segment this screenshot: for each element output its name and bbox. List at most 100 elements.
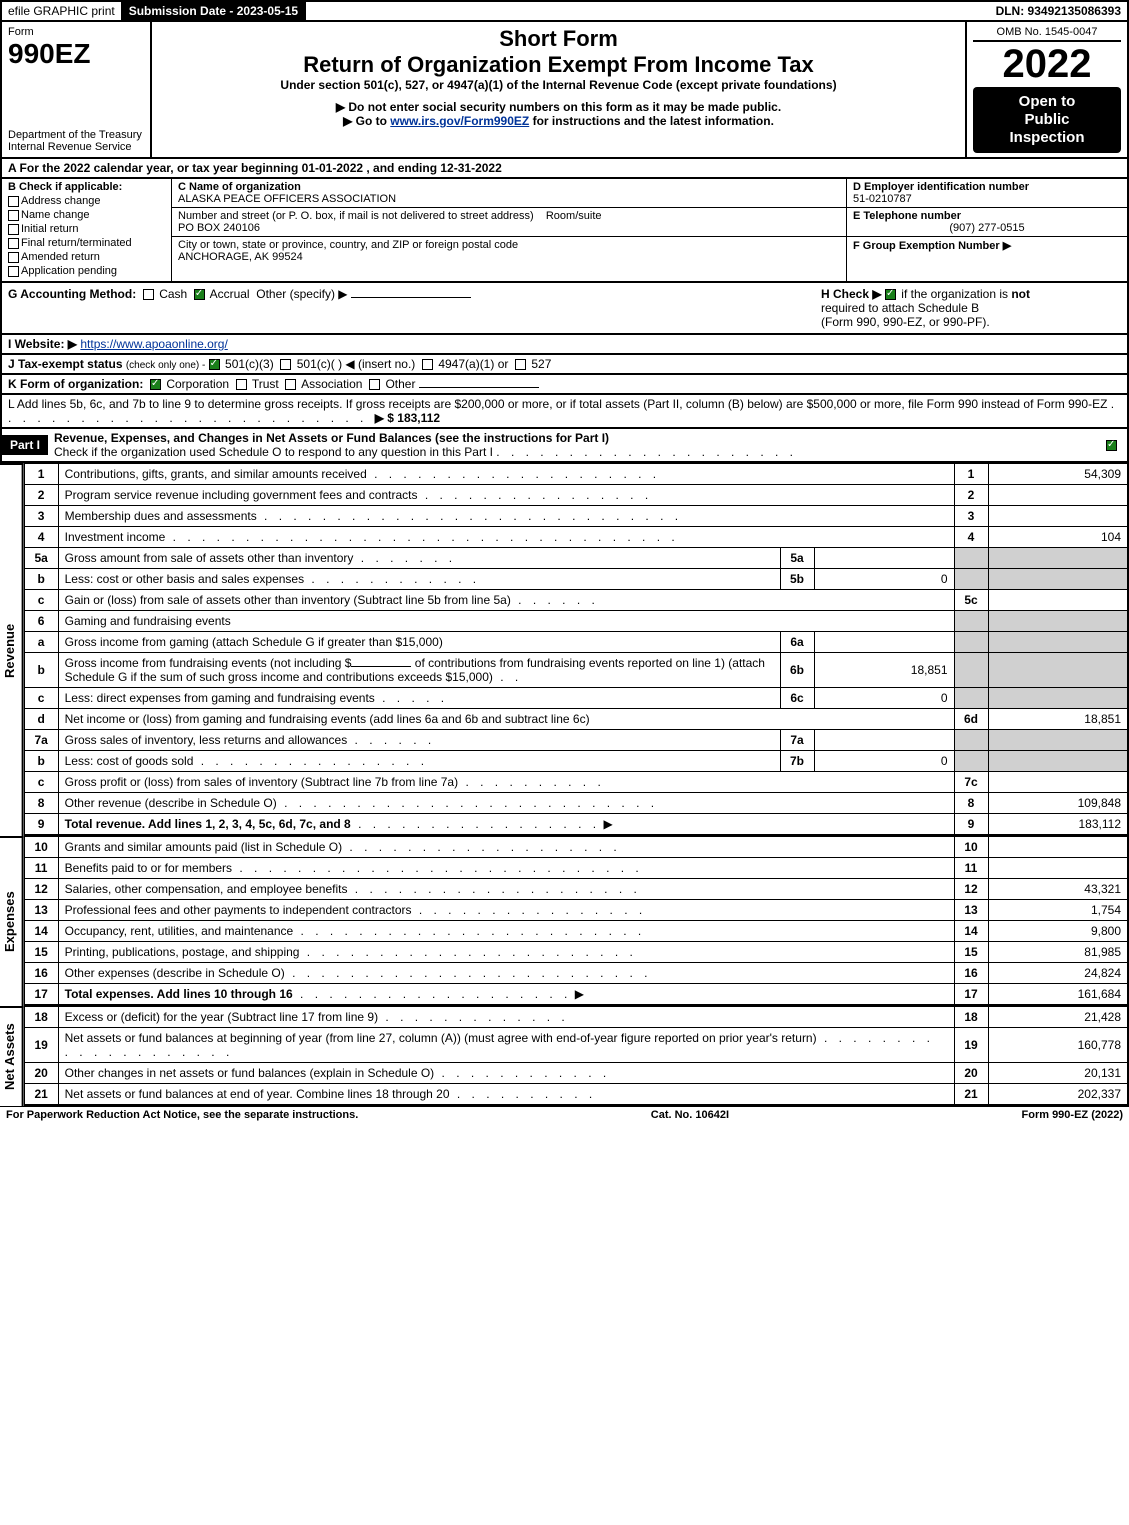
- part-1-title: Revenue, Expenses, and Changes in Net As…: [48, 429, 1098, 461]
- efile-label: efile GRAPHIC print: [2, 2, 123, 20]
- net-assets-side-label: Net Assets: [0, 1006, 24, 1106]
- row-j-tax-exempt: J Tax-exempt status (check only one) - 5…: [0, 355, 1129, 375]
- footer-left: For Paperwork Reduction Act Notice, see …: [6, 1109, 358, 1121]
- title-center: Short Form Return of Organization Exempt…: [152, 22, 967, 157]
- check-schedule-o[interactable]: [1106, 440, 1117, 451]
- page-footer: For Paperwork Reduction Act Notice, see …: [0, 1106, 1129, 1123]
- line-5a: 5a Gross amount from sale of assets othe…: [24, 548, 1128, 569]
- group-exemption-cell: F Group Exemption Number ▶: [847, 237, 1127, 254]
- tax-year: 2022: [973, 42, 1121, 87]
- open2: Public: [1024, 111, 1069, 128]
- i-label: I Website: ▶: [8, 337, 77, 351]
- main-title: Return of Organization Exempt From Incom…: [158, 52, 959, 78]
- form-word: Form: [8, 26, 144, 38]
- check-501c3[interactable]: [209, 359, 220, 370]
- line-6c: c Less: direct expenses from gaming and …: [24, 688, 1128, 709]
- irs-link[interactable]: www.irs.gov/Form990EZ: [390, 114, 529, 128]
- dept1: Department of the Treasury: [8, 129, 142, 141]
- line-18: 18 Excess or (deficit) for the year (Sub…: [24, 1007, 1128, 1028]
- line-7b: b Less: cost of goods sold . . . . . . .…: [24, 751, 1128, 772]
- l-amount: ▶ $ 183,112: [375, 411, 440, 425]
- org-name: ALASKA PEACE OFFICERS ASSOCIATION: [178, 193, 396, 205]
- expenses-side-label: Expenses: [0, 836, 24, 1006]
- line-5c: c Gain or (loss) from sale of assets oth…: [24, 590, 1128, 611]
- phone: (907) 277-0515: [853, 222, 1121, 234]
- open1: Open to: [1019, 93, 1076, 110]
- subtitle: Under section 501(c), 527, or 4947(a)(1)…: [158, 78, 959, 92]
- check-501c[interactable]: [280, 359, 291, 370]
- check-initial-return[interactable]: Initial return: [8, 223, 165, 235]
- d-label: D Employer identification number: [853, 181, 1029, 193]
- dept-treasury: Department of the Treasury Internal Reve…: [8, 129, 144, 153]
- check-trust[interactable]: [236, 379, 247, 390]
- line-7a: 7a Gross sales of inventory, less return…: [24, 730, 1128, 751]
- instruction-1: ▶ Do not enter social security numbers o…: [158, 100, 959, 114]
- instr2-post: for instructions and the latest informat…: [529, 114, 774, 128]
- open3: Inspection: [1009, 129, 1084, 146]
- line-1: 1 Contributions, gifts, grants, and simi…: [24, 464, 1128, 485]
- line-8: 8 Other revenue (describe in Schedule O)…: [24, 793, 1128, 814]
- l-text: L Add lines 5b, 6c, and 7b to line 9 to …: [8, 397, 1107, 411]
- footer-right: Form 990-EZ (2022): [1022, 1109, 1124, 1121]
- line-7c: c Gross profit or (loss) from sales of i…: [24, 772, 1128, 793]
- instr2-pre: ▶ Go to: [343, 114, 390, 128]
- short-form-title: Short Form: [158, 26, 959, 52]
- contrib-amount-input[interactable]: [351, 666, 411, 667]
- dln-label: DLN: 93492135086393: [990, 2, 1127, 20]
- c-label: C Name of organization: [178, 181, 301, 193]
- check-accrual[interactable]: [194, 289, 205, 300]
- line-6: 6 Gaming and fundraising events: [24, 611, 1128, 632]
- h-label: H Check ▶: [821, 287, 882, 301]
- org-column: C Name of organization ALASKA PEACE OFFI…: [172, 179, 847, 281]
- form-number: 990EZ: [8, 38, 144, 70]
- line-19: 19 Net assets or fund balances at beginn…: [24, 1028, 1128, 1063]
- line-15: 15 Printing, publications, postage, and …: [24, 942, 1128, 963]
- arrow-icon: ▶: [575, 987, 584, 1001]
- ein-cell: D Employer identification number 51-0210…: [847, 179, 1127, 208]
- check-application-pending[interactable]: Application pending: [8, 265, 165, 277]
- line-2: 2 Program service revenue including gove…: [24, 485, 1128, 506]
- net-assets-table: 18 Excess or (deficit) for the year (Sub…: [24, 1006, 1129, 1106]
- check-cash[interactable]: [143, 289, 154, 300]
- check-527[interactable]: [515, 359, 526, 370]
- revenue-section: Revenue 1 Contributions, gifts, grants, …: [0, 463, 1129, 836]
- row-g-h: G Accounting Method: Cash Accrual Other …: [0, 283, 1129, 335]
- other-specify-input[interactable]: [351, 297, 471, 298]
- form-id-column: Form 990EZ Department of the Treasury In…: [2, 22, 152, 157]
- j-label: J Tax-exempt status: [8, 357, 123, 371]
- check-address-change[interactable]: Address change: [8, 195, 165, 207]
- omb-number: OMB No. 1545-0047: [973, 26, 1121, 42]
- check-corporation[interactable]: [150, 379, 161, 390]
- open-to-public-badge: Open to Public Inspection: [973, 87, 1121, 153]
- org-street-cell: Number and street (or P. O. box, if mail…: [172, 208, 846, 237]
- line-20: 20 Other changes in net assets or fund b…: [24, 1063, 1128, 1084]
- header-bar: efile GRAPHIC print Submission Date - 20…: [0, 0, 1129, 22]
- right-info-column: D Employer identification number 51-0210…: [847, 179, 1127, 281]
- phone-cell: E Telephone number (907) 277-0515: [847, 208, 1127, 237]
- website-link[interactable]: https://www.apoaonline.org/: [80, 337, 227, 351]
- line-14: 14 Occupancy, rent, utilities, and maint…: [24, 921, 1128, 942]
- line-9: 9 Total revenue. Add lines 1, 2, 3, 4, 5…: [24, 814, 1128, 836]
- line-3: 3 Membership dues and assessments . . . …: [24, 506, 1128, 527]
- e-label: E Telephone number: [853, 210, 961, 222]
- accounting-method: G Accounting Method: Cash Accrual Other …: [8, 287, 821, 329]
- check-association[interactable]: [285, 379, 296, 390]
- footer-center: Cat. No. 10642I: [651, 1109, 729, 1121]
- other-org-input[interactable]: [419, 387, 539, 388]
- k-label: K Form of organization:: [8, 377, 143, 391]
- expenses-table: 10 Grants and similar amounts paid (list…: [24, 836, 1129, 1006]
- check-4947[interactable]: [422, 359, 433, 370]
- line-6d: d Net income or (loss) from gaming and f…: [24, 709, 1128, 730]
- arrow-icon: ▶: [603, 817, 612, 831]
- check-final-return[interactable]: Final return/terminated: [8, 237, 165, 249]
- check-schedule-b[interactable]: [885, 289, 896, 300]
- revenue-table: 1 Contributions, gifts, grants, and simi…: [24, 463, 1129, 836]
- title-right: OMB No. 1545-0047 2022 Open to Public In…: [967, 22, 1127, 157]
- line-17: 17 Total expenses. Add lines 10 through …: [24, 984, 1128, 1006]
- submission-date-badge: Submission Date - 2023-05-15: [123, 2, 306, 20]
- check-other-org[interactable]: [369, 379, 380, 390]
- check-amended-return[interactable]: Amended return: [8, 251, 165, 263]
- check-name-change[interactable]: Name change: [8, 209, 165, 221]
- row-a-tax-year: A For the 2022 calendar year, or tax yea…: [0, 159, 1129, 179]
- net-assets-section: Net Assets 18 Excess or (deficit) for th…: [0, 1006, 1129, 1106]
